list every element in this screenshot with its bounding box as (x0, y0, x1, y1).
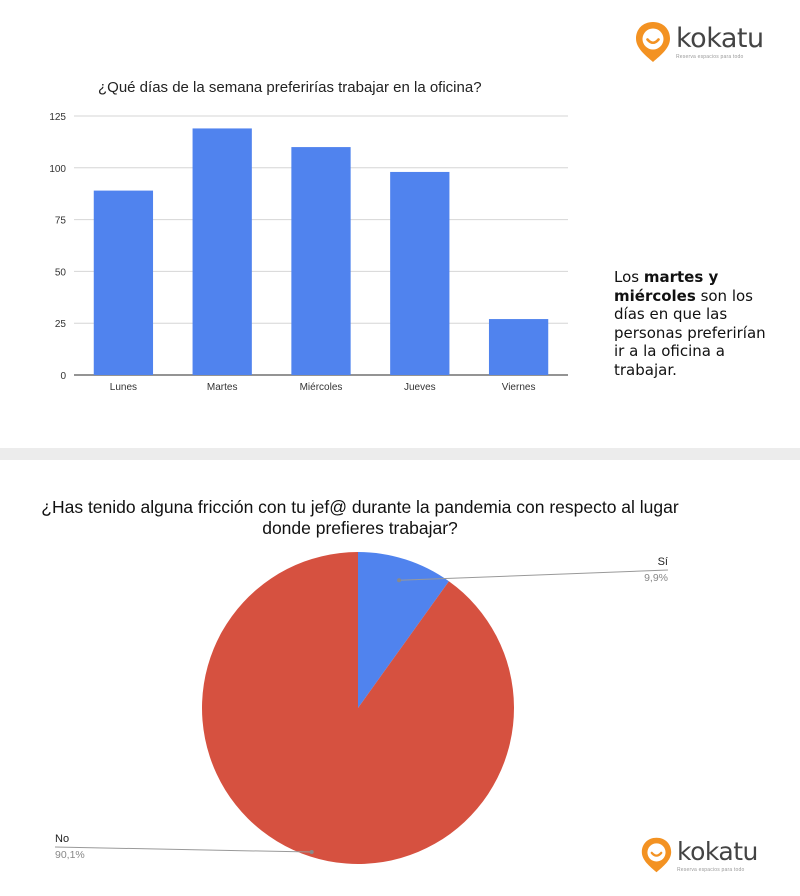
note-rest: son los días en que las personas preferi… (614, 286, 766, 379)
logo-wordmark: kokatu (677, 836, 758, 866)
y-tick-label: 25 (55, 319, 67, 330)
bar-viernes (488, 319, 549, 375)
logo-bottom: kokatu Reserva espacios para todo (640, 836, 758, 874)
y-tick-label: 125 (49, 112, 66, 123)
bar-jueves (390, 171, 450, 375)
bar-chart-title: ¿Qué días de la semana preferirías traba… (98, 79, 482, 96)
y-tick-label: 75 (55, 216, 67, 227)
note-highlight: martes y miércoles (614, 268, 719, 305)
logo-tagline: Reserva espacios para todo (677, 866, 745, 873)
bar-martes (192, 128, 252, 375)
x-tick-label: Jueves (404, 382, 436, 393)
x-tick-label: Lunes (110, 382, 137, 393)
logo-tagline: Reserva espacios para todo (676, 53, 744, 60)
logo-top: kokatu Reserva espacios para todo (634, 20, 764, 64)
bar-chart: 0 25 50 75 100 125 Lunes Martes Miércoles Jueves V… (49, 112, 568, 393)
y-tick-label: 0 (60, 371, 66, 382)
logo-wordmark: kokatu (676, 22, 764, 54)
x-tick-label: Miércoles (300, 382, 343, 393)
panel-divider (0, 448, 800, 460)
x-tick-label: Viernes (502, 382, 536, 393)
y-tick-label: 100 (49, 164, 66, 175)
bar-miércoles (291, 147, 351, 375)
pie-chart-title: ¿Has tenido alguna fricción con tu jef@ … (41, 497, 679, 538)
bar-lunes (93, 190, 154, 375)
note-intro: Los (614, 268, 644, 286)
insight-note: Los martes y miércoles son los días en q… (614, 268, 774, 379)
y-tick-label: 50 (55, 267, 67, 278)
x-tick-label: Martes (207, 382, 238, 393)
kokatu-logo-icon (636, 22, 670, 62)
kokatu-logo-icon (641, 837, 672, 873)
